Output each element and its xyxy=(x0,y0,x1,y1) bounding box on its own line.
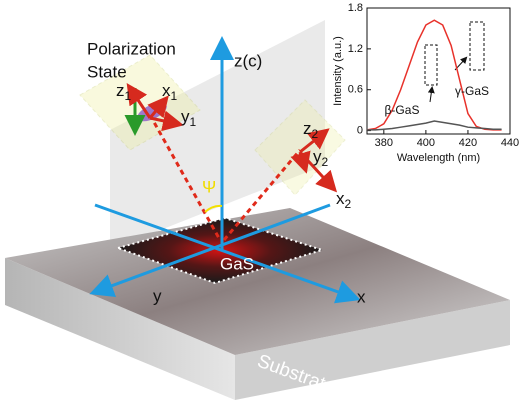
label: x2 xyxy=(336,189,352,211)
label: x xyxy=(357,287,366,306)
y-tick-label: 0 xyxy=(357,125,363,137)
label: y2 xyxy=(313,147,329,169)
incidence-plane xyxy=(110,20,325,250)
series-label: γ-GaS xyxy=(455,84,489,98)
series-label: β-GaS xyxy=(385,103,420,117)
label: GaS xyxy=(220,254,254,273)
label: Ψ xyxy=(202,177,216,196)
y-tick-label: 0.6 xyxy=(348,84,363,96)
incident-beam xyxy=(148,114,222,241)
angle-arc xyxy=(204,204,223,213)
y-axis-label: Intensity (a.u.) xyxy=(332,36,344,106)
label: z2 xyxy=(303,119,319,141)
y-axis xyxy=(89,203,331,298)
x-axis xyxy=(94,203,361,304)
y-tick-label: 1.2 xyxy=(348,43,363,55)
series-line xyxy=(367,120,502,131)
label: State xyxy=(87,62,127,81)
plane-2 xyxy=(254,99,346,196)
structure-icon xyxy=(469,21,485,71)
label: z1 xyxy=(116,81,132,103)
scene: Polarization State z(c) x y Ψ GaS Substr… xyxy=(5,20,510,400)
x-axis-label: Wavelength (nm) xyxy=(397,152,480,164)
x-tick-label: 400 xyxy=(417,137,435,149)
vector xyxy=(126,83,152,119)
x-tick-label: 440 xyxy=(501,137,519,149)
arrow xyxy=(427,86,435,103)
reflected-beam xyxy=(222,149,302,241)
label: y xyxy=(153,286,162,305)
label: z(c) xyxy=(234,51,262,70)
substrate-side xyxy=(5,258,235,400)
vector xyxy=(149,110,184,132)
label: y1 xyxy=(181,107,197,129)
x-tick-label: 380 xyxy=(375,137,393,149)
label: x1 xyxy=(162,81,178,103)
y-tick-label: 1.8 xyxy=(348,2,363,14)
label: Polarization xyxy=(87,39,176,58)
substrate-side xyxy=(235,300,510,400)
vector xyxy=(147,95,169,119)
structure-icon xyxy=(424,44,438,86)
x-tick-label: 420 xyxy=(459,137,477,149)
vector xyxy=(298,150,338,193)
vector xyxy=(299,128,330,154)
